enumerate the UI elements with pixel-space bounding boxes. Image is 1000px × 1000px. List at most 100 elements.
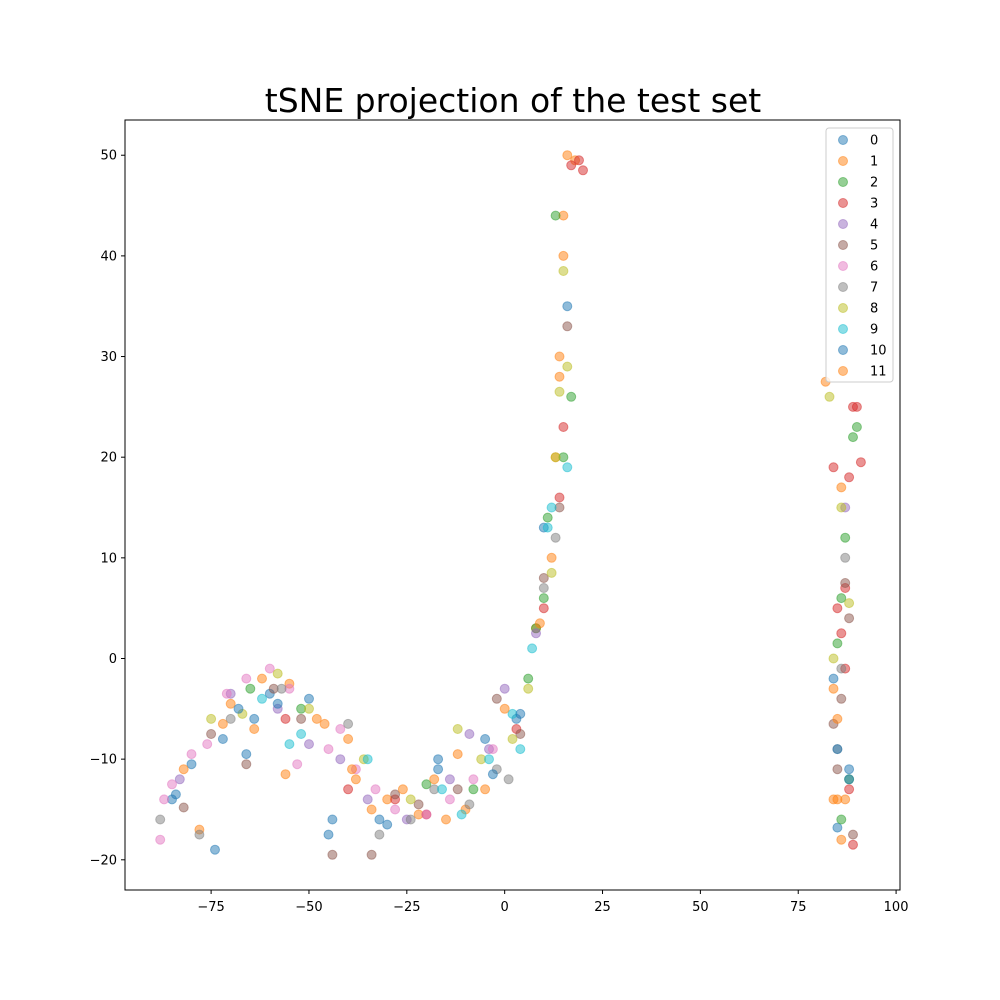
point-class-11 (832, 713, 843, 724)
point-class-2 (538, 593, 549, 604)
point-class-1 (554, 371, 565, 382)
point-class-3 (554, 492, 565, 503)
point-class-2 (836, 814, 847, 825)
point-class-11 (836, 834, 847, 845)
point-class-8 (452, 724, 463, 734)
point-class-5 (241, 759, 252, 770)
y-tick-label: 10 (100, 551, 117, 566)
point-class-11 (452, 749, 463, 760)
point-class-5 (296, 713, 307, 724)
legend-marker-11 (838, 366, 848, 376)
point-class-10 (844, 774, 855, 785)
point-class-7 (503, 774, 514, 785)
y-tick-label: −20 (90, 853, 117, 868)
point-class-6 (390, 804, 401, 815)
point-class-10 (249, 713, 260, 724)
point-class-7 (836, 663, 847, 674)
legend: 0 1 2 3 4 5 6 7 8 9 10 11 (825, 127, 894, 383)
point-class-11 (366, 804, 377, 815)
point-class-3 (836, 628, 847, 639)
point-class-8 (550, 452, 561, 463)
point-class-9 (362, 754, 373, 765)
point-class-8 (554, 386, 565, 397)
legend-label-10: 10 (870, 344, 887, 359)
point-class-6 (155, 834, 166, 845)
point-class-5 (836, 693, 847, 704)
point-class-10 (832, 744, 843, 755)
legend-label-4: 4 (870, 218, 878, 233)
point-class-10 (233, 703, 244, 714)
point-class-11 (397, 784, 408, 795)
point-class-6 (264, 663, 275, 674)
point-class-8 (562, 361, 573, 372)
point-class-11 (319, 718, 330, 729)
point-class-5 (515, 729, 526, 739)
point-class-11 (249, 724, 260, 734)
point-class-11 (480, 784, 491, 795)
point-class-4 (444, 774, 455, 785)
y-tick-label: 0 (109, 652, 117, 667)
point-class-3 (538, 603, 549, 614)
point-class-4 (464, 729, 475, 739)
legend-label-3: 3 (870, 197, 878, 212)
point-class-8 (836, 502, 847, 513)
point-class-6 (221, 688, 232, 699)
legend-marker-8 (838, 303, 848, 313)
point-class-6 (323, 744, 334, 755)
legend-label-1: 1 (870, 155, 878, 170)
point-class-6 (167, 779, 177, 790)
legend-label-2: 2 (870, 176, 878, 191)
point-class-2 (851, 422, 862, 432)
legend-marker-7 (838, 282, 848, 292)
legend-marker-1 (838, 156, 848, 166)
point-class-11 (429, 774, 440, 785)
point-class-3 (851, 401, 862, 412)
point-class-5 (844, 613, 855, 624)
plot-frame (124, 119, 901, 891)
point-class-0 (562, 301, 573, 312)
point-class-2 (523, 673, 534, 684)
point-class-0 (186, 759, 197, 770)
point-class-3 (558, 422, 569, 432)
point-class-6 (487, 744, 498, 755)
point-class-2 (848, 432, 858, 443)
point-class-6 (421, 809, 432, 820)
point-class-9 (284, 739, 295, 750)
point-class-1 (350, 774, 361, 785)
point-class-9 (484, 754, 494, 765)
x-tick-label: 75 (790, 900, 807, 915)
point-class-6 (292, 759, 303, 770)
x-tick-label: 25 (594, 900, 611, 915)
y-axis: −20 −10 0 10 20 30 40 50 (90, 149, 125, 868)
point-class-5 (178, 802, 189, 813)
point-class-4 (335, 754, 346, 765)
point-class-3 (844, 784, 855, 795)
point-class-9 (542, 522, 553, 533)
legend-label-5: 5 (870, 239, 878, 254)
point-class-10 (433, 764, 444, 775)
point-class-10 (487, 769, 498, 780)
point-class-1 (562, 150, 573, 161)
point-class-10 (382, 819, 393, 830)
point-class-9 (546, 502, 557, 513)
point-class-7 (194, 829, 205, 840)
point-class-7 (374, 829, 385, 840)
point-class-1 (257, 673, 267, 684)
point-class-6 (241, 673, 252, 684)
point-class-8 (828, 653, 839, 664)
point-class-7 (343, 718, 354, 729)
point-class-7 (155, 814, 166, 825)
legend-label-6: 6 (870, 260, 878, 275)
point-class-9 (562, 462, 573, 473)
point-class-7 (538, 583, 549, 593)
point-class-0 (217, 734, 228, 744)
x-tick-label: 0 (501, 900, 509, 915)
point-class-2 (840, 532, 851, 543)
point-class-11 (828, 794, 839, 805)
chart-title: tSNE projection of the test set (265, 81, 762, 120)
point-class-9 (437, 784, 447, 795)
point-class-2 (542, 512, 553, 523)
x-axis: −75 −50 −25 0 25 50 75 100 (197, 890, 908, 915)
point-class-4 (362, 794, 373, 805)
point-class-4 (304, 739, 314, 750)
